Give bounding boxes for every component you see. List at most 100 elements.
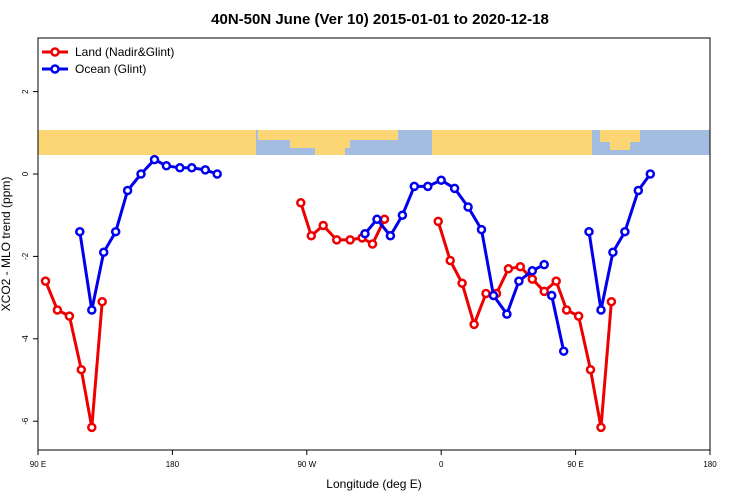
map-land-6 (610, 142, 630, 150)
point-ocean-1-0 (360, 228, 370, 239)
x-axis-label: Longitude (deg E) (326, 477, 421, 491)
point-land-2-15 (606, 296, 617, 307)
y-tick-label-3: 0 (21, 171, 30, 176)
x-tick-label-4: 90 E (567, 460, 583, 469)
series-line-land-2 (436, 220, 613, 429)
point-ocean-0-8 (175, 163, 185, 173)
legend: Land (Nadir&Glint) Ocean (Glint) (42, 45, 174, 76)
map-land-2 (290, 140, 350, 148)
point-land-1-7 (379, 214, 390, 225)
chart-title: 40N-50N June (Ver 10) 2015-01-01 to 2020… (211, 11, 549, 28)
legend-marker-ocean (50, 64, 60, 74)
x-tick-label-2: 90 W (297, 460, 316, 469)
point-ocean-1-2 (385, 231, 396, 241)
y-axis: -6 -4 -2 0 2 (21, 89, 38, 425)
map-land-3 (315, 148, 345, 155)
point-land-2-4 (481, 288, 491, 299)
point-land-1-6 (367, 239, 378, 249)
map-land-4 (432, 130, 592, 155)
point-ocean-0-2 (98, 247, 109, 258)
point-land-1-2 (318, 220, 328, 231)
point-land-2-6 (503, 264, 514, 274)
legend-marker-land (50, 47, 60, 57)
point-ocean-0-4 (122, 185, 133, 196)
x-tick-label-0: 90 E (30, 460, 46, 469)
point-land-2-11 (561, 305, 572, 315)
point-land-1-0 (296, 198, 306, 208)
point-land-0-5 (97, 296, 107, 307)
point-land-2-2 (457, 278, 467, 288)
point-land-2-1 (445, 255, 455, 266)
point-ocean-0-7 (161, 161, 172, 171)
point-ocean-1-4 (409, 181, 420, 192)
point-land-2-7 (515, 261, 526, 272)
y-axis-label: XCO2 - MLO trend (ppm) (0, 177, 13, 312)
map-land-5 (600, 130, 640, 142)
point-ocean-1-9 (476, 224, 487, 235)
point-ocean-3-5 (645, 169, 656, 179)
point-ocean-1-3 (397, 210, 408, 220)
point-land-2-3 (469, 319, 479, 330)
series-layer (40, 154, 656, 433)
series-line-ocean-1 (363, 178, 545, 316)
series-line-ocean-3 (587, 173, 652, 312)
point-ocean-3-0 (584, 226, 594, 237)
point-ocean-2-1 (558, 346, 569, 356)
y-tick-label-1: -4 (21, 335, 30, 343)
point-ocean-0-0 (75, 226, 85, 237)
legend-label-ocean: Ocean (Glint) (75, 62, 146, 76)
point-land-2-10 (551, 276, 561, 286)
point-ocean-3-1 (596, 305, 606, 315)
point-ocean-3-3 (620, 226, 630, 237)
series-line-ocean-2 (550, 295, 566, 352)
point-land-2-9 (539, 286, 549, 297)
y-tick-label-0: -6 (21, 417, 30, 425)
point-ocean-0-1 (87, 305, 97, 315)
point-land-0-0 (40, 276, 51, 286)
y-tick-label-2: -2 (21, 252, 30, 260)
point-ocean-0-11 (212, 169, 222, 179)
point-ocean-0-10 (200, 165, 211, 175)
point-land-0-3 (76, 364, 87, 375)
point-ocean-1-1 (372, 214, 382, 225)
point-ocean-3-2 (608, 247, 618, 258)
legend-label-land: Land (Nadir&Glint) (75, 45, 174, 59)
point-land-2-8 (527, 274, 538, 284)
point-ocean-0-3 (110, 226, 121, 237)
point-ocean-1-10 (488, 290, 499, 301)
point-land-2-0 (433, 216, 443, 227)
point-land-2-12 (573, 311, 584, 321)
x-tick-label-3: 0 (439, 460, 444, 469)
series-line-land-0 (44, 280, 104, 429)
point-ocean-1-14 (539, 259, 549, 270)
point-ocean-1-11 (502, 309, 512, 319)
point-land-1-4 (345, 235, 355, 245)
series-line-ocean-0 (78, 158, 218, 312)
point-land-2-14 (596, 422, 606, 433)
plot-frame (37, 37, 711, 451)
point-ocean-0-6 (149, 154, 160, 165)
point-ocean-1-13 (527, 266, 538, 276)
x-tick-label-1: 180 (166, 460, 180, 469)
point-land-1-1 (306, 231, 317, 241)
point-land-0-4 (87, 422, 97, 433)
point-land-1-3 (331, 235, 342, 245)
y-tick-label-4: 2 (21, 89, 30, 94)
point-ocean-1-7 (449, 183, 460, 194)
point-ocean-2-0 (546, 290, 557, 301)
x-tick-label-5: 180 (703, 460, 717, 469)
point-ocean-1-12 (514, 276, 524, 286)
point-land-0-2 (64, 311, 75, 321)
point-ocean-1-8 (463, 202, 473, 212)
x-axis: 90 E 180 90 W 0 90 E 180 (30, 450, 717, 469)
point-land-0-1 (52, 305, 63, 315)
point-ocean-0-9 (187, 163, 197, 173)
point-ocean-0-5 (136, 169, 146, 179)
world-map-strip (38, 130, 710, 155)
point-ocean-1-6 (436, 175, 446, 185)
map-land-0 (38, 130, 256, 155)
point-ocean-3-4 (633, 185, 644, 196)
point-ocean-1-5 (423, 181, 433, 192)
point-land-2-13 (585, 364, 596, 375)
